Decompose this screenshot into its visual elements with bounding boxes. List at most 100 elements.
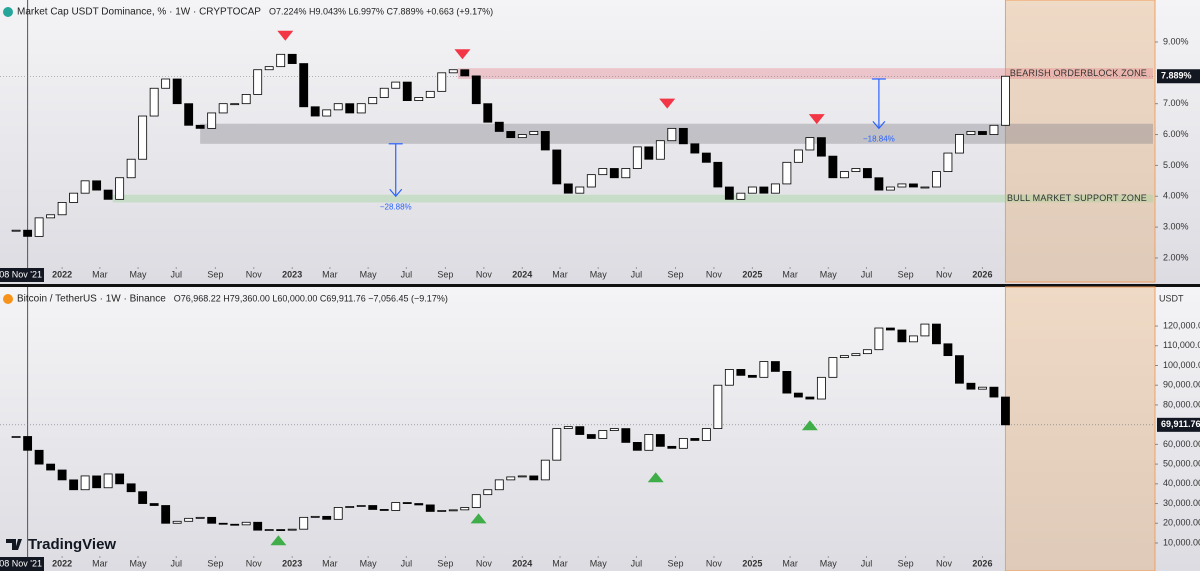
candle bbox=[34, 217, 44, 237]
candle bbox=[805, 137, 815, 151]
candle bbox=[678, 438, 688, 449]
candle bbox=[931, 323, 941, 345]
candle bbox=[655, 140, 665, 160]
crosshair-label: Mon 08 Nov '21 bbox=[0, 558, 42, 568]
candle bbox=[598, 168, 608, 176]
last-price-label: 7.889% bbox=[1161, 71, 1192, 81]
x-tick-label: Sep bbox=[207, 558, 223, 568]
candle bbox=[276, 529, 286, 531]
candle bbox=[816, 137, 826, 157]
candle bbox=[897, 183, 907, 188]
candle bbox=[356, 103, 366, 114]
candle bbox=[885, 186, 895, 191]
x-tick-label: Jul bbox=[631, 558, 643, 568]
x-tick-label: Nov bbox=[936, 558, 953, 568]
x-tick-label: 2025 bbox=[742, 558, 762, 568]
candle bbox=[448, 509, 458, 512]
candle bbox=[885, 327, 895, 331]
candle bbox=[345, 103, 355, 114]
candle bbox=[402, 81, 412, 101]
candle bbox=[989, 386, 999, 398]
signal-marker bbox=[270, 535, 287, 546]
x-tick-label: 2022 bbox=[52, 558, 72, 568]
x-tick-label: 2025 bbox=[742, 269, 762, 279]
chart-title: Bitcoin / TetherUS · 1W · Binance bbox=[17, 294, 166, 305]
candle bbox=[322, 109, 332, 117]
zone-label: BEARISH ORDERBLOCK ZONE bbox=[1010, 68, 1147, 78]
candle bbox=[632, 146, 642, 169]
candle bbox=[678, 127, 688, 145]
x-tick-label: May bbox=[820, 558, 838, 568]
y-tick-label: 60,000.00 bbox=[1163, 439, 1200, 449]
candle bbox=[701, 428, 711, 441]
x-tick-label: Sep bbox=[898, 558, 914, 568]
candle bbox=[989, 124, 999, 135]
candle bbox=[46, 214, 56, 219]
candle bbox=[11, 436, 21, 438]
candle bbox=[310, 515, 320, 518]
x-tick-label: Jul bbox=[861, 558, 873, 568]
candle bbox=[506, 131, 516, 139]
candle bbox=[483, 103, 493, 123]
x-tick-label: Nov bbox=[476, 558, 493, 568]
x-tick-label: May bbox=[130, 558, 148, 568]
candle bbox=[770, 183, 780, 194]
x-tick-label: Mar bbox=[782, 558, 798, 568]
candle bbox=[598, 430, 608, 439]
candle bbox=[391, 81, 401, 89]
zone bbox=[112, 194, 1154, 203]
candle bbox=[1001, 396, 1010, 426]
signal-marker bbox=[454, 49, 471, 60]
candle bbox=[540, 459, 550, 481]
candle bbox=[908, 335, 918, 343]
candle bbox=[563, 183, 573, 194]
candle bbox=[609, 428, 619, 431]
candle bbox=[345, 506, 355, 508]
candle bbox=[724, 369, 734, 386]
zone-label: BULL MARKET SUPPORT ZONE bbox=[1007, 193, 1147, 203]
y-tick-label: 30,000.00 bbox=[1163, 498, 1200, 508]
candle bbox=[92, 475, 102, 489]
candle bbox=[299, 63, 309, 108]
candle bbox=[448, 69, 458, 74]
candle bbox=[287, 53, 297, 64]
candle bbox=[517, 134, 527, 139]
candle bbox=[552, 149, 562, 185]
candle bbox=[747, 374, 757, 378]
x-tick-label: Jul bbox=[170, 269, 182, 279]
candle bbox=[621, 428, 631, 443]
top-panel-bg bbox=[0, 0, 1200, 284]
candle bbox=[230, 103, 240, 106]
candle bbox=[391, 502, 401, 511]
measure-head bbox=[389, 188, 403, 198]
candle bbox=[644, 434, 654, 451]
candle bbox=[529, 475, 539, 481]
candle bbox=[230, 523, 240, 526]
y-tick-label: 5.00% bbox=[1163, 160, 1189, 170]
x-tick-label: Jul bbox=[631, 269, 643, 279]
symbol-icon bbox=[3, 294, 13, 304]
x-tick-label: Mar bbox=[552, 269, 568, 279]
y-tick-label: 120,000.00 bbox=[1163, 320, 1200, 330]
candle bbox=[978, 386, 987, 390]
x-tick-label: Nov bbox=[246, 558, 263, 568]
candle bbox=[437, 510, 447, 512]
candle bbox=[207, 516, 217, 524]
candle bbox=[425, 504, 435, 512]
last-price-box bbox=[1157, 69, 1200, 84]
y-tick-label: 7.00% bbox=[1163, 98, 1189, 108]
x-tick-label: Sep bbox=[668, 558, 684, 568]
candle bbox=[955, 355, 964, 384]
candle bbox=[195, 516, 205, 519]
measure-head bbox=[872, 120, 886, 130]
candle bbox=[552, 428, 562, 461]
x-tick-label: May bbox=[820, 269, 838, 279]
candle bbox=[724, 186, 734, 200]
ohlc-legend: O7.224% H9.043% L6.997% C7.889% +0.663 (… bbox=[269, 6, 493, 16]
candle bbox=[241, 521, 251, 526]
last-price-label: 69,911.76 bbox=[1161, 419, 1200, 429]
candle bbox=[253, 521, 263, 531]
x-tick-label: Sep bbox=[668, 269, 684, 279]
candle bbox=[322, 515, 332, 520]
symbol-icon bbox=[3, 7, 13, 17]
